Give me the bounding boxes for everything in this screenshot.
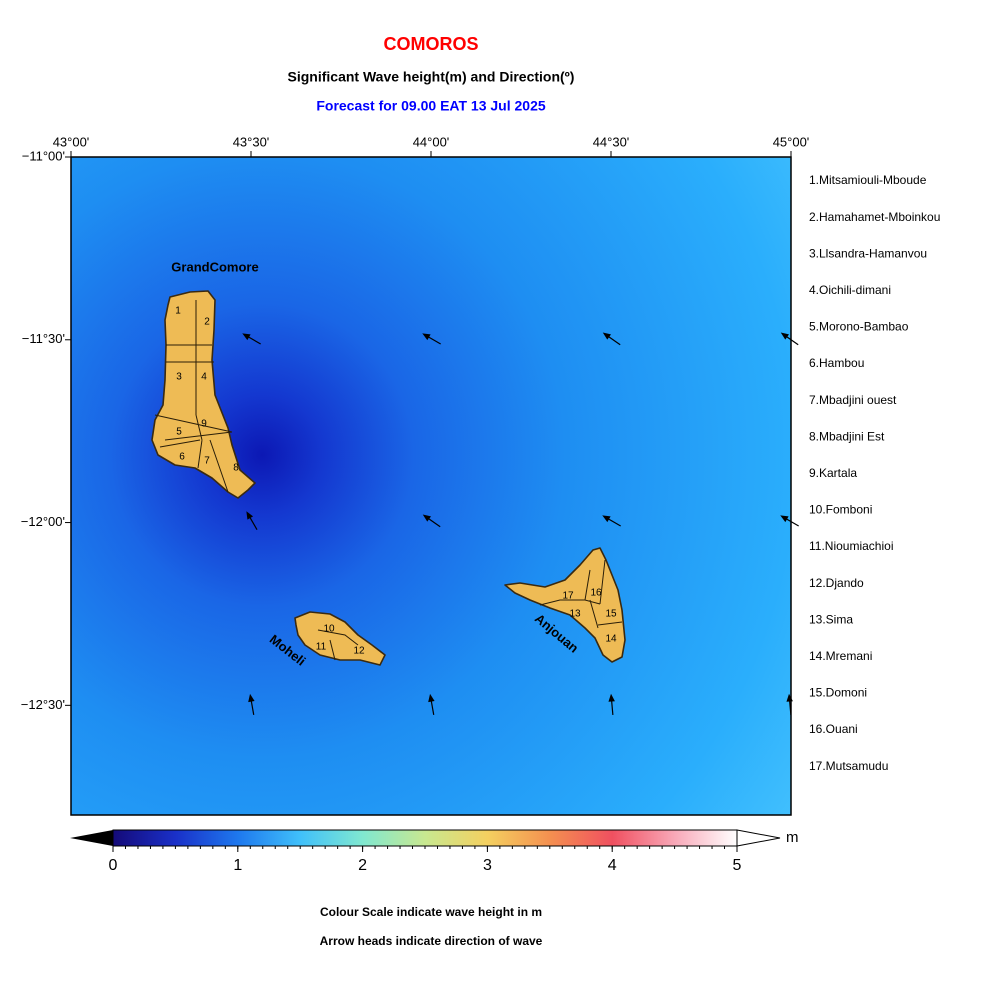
legend-entry: 17.Mutsamudu	[809, 759, 888, 773]
region-number: 4	[201, 372, 207, 383]
wave-arrow	[602, 332, 621, 346]
islands	[151, 290, 626, 666]
island-label: GrandComore	[171, 259, 258, 274]
legend-entry: 1.Mitsamiouli-Mboude	[809, 173, 927, 187]
anjouan-borders	[539, 559, 623, 629]
legend-entry: 7.Mbadjini ouest	[809, 393, 897, 407]
x-tick-label: 44°00'	[413, 134, 450, 149]
arrow-head	[422, 333, 431, 341]
arrow-head	[246, 511, 254, 520]
colorbar-scale	[113, 830, 737, 846]
wave-arrow	[422, 333, 441, 345]
region-number: 3	[176, 372, 182, 383]
legend-entry: 16.Ouani	[809, 722, 858, 736]
legend-entry: 3.Llsandra-Hamanvou	[809, 246, 927, 260]
wave-arrow	[780, 515, 799, 527]
x-tick-label: 44°30'	[593, 134, 630, 149]
legend-entry: 12.Djando	[809, 576, 864, 590]
arrow-head	[608, 693, 615, 702]
region-number: 2	[204, 317, 210, 328]
arrow-head	[786, 693, 793, 702]
y-tick-label: −11°00'	[22, 148, 65, 163]
legend-entry: 13.Sima	[809, 612, 853, 626]
colorbar-tick-label: 1	[233, 857, 242, 874]
arrow-head	[248, 693, 255, 703]
legend-entry: 10.Fomboni	[809, 503, 872, 517]
y-tick-label: −12°00'	[21, 514, 65, 529]
x-tick-label: 43°00'	[53, 134, 90, 149]
wave-arrow	[786, 693, 793, 716]
legend-entry: 15.Domoni	[809, 686, 867, 700]
arrow-head	[602, 515, 611, 523]
region-borders	[154, 300, 623, 661]
grand-comore-borders	[154, 300, 233, 493]
colorbar-tick-label: 0	[109, 857, 118, 874]
region-number: 8	[233, 463, 239, 474]
colorbar-tick-label: 3	[483, 857, 492, 874]
title: COMOROS	[383, 34, 478, 54]
legend-entry: 6.Hambou	[809, 356, 864, 370]
arrow-head	[780, 332, 789, 340]
colorbar-unit: m	[786, 829, 799, 846]
y-tick-label: −11°30'	[22, 331, 65, 346]
colorbar-low-end	[70, 830, 113, 846]
region-number: 6	[179, 452, 185, 463]
wave-arrows	[242, 332, 799, 716]
region-number: 10	[323, 624, 335, 635]
colorbar-high-end	[736, 829, 781, 847]
map	[70, 156, 792, 816]
wave-arrow	[608, 693, 615, 716]
arrow-head	[780, 515, 789, 523]
wave-arrow	[246, 511, 258, 530]
arrow-head	[428, 693, 435, 703]
colorbar: m	[70, 829, 799, 847]
region-number: 15	[605, 609, 617, 620]
legend-entry: 5.Morono-Bambao	[809, 320, 909, 334]
y-tick-label: −12°30'	[21, 697, 65, 712]
region-number: 16	[590, 588, 602, 599]
legend-entry: 9.Kartala	[809, 466, 857, 480]
region-number: 5	[176, 427, 182, 438]
moheli-borders	[317, 629, 359, 661]
colorbar-tick-label: 4	[608, 857, 617, 874]
wave-arrow	[422, 514, 441, 528]
colorbar-tick-label: 5	[733, 857, 742, 874]
wave-arrow	[780, 332, 799, 346]
note: Arrow heads indicate direction of wave	[320, 934, 543, 948]
moheli-shape	[294, 611, 386, 666]
x-tick-label: 43°30'	[233, 134, 270, 149]
region-number: 17	[562, 591, 574, 602]
colorbar-tick-label: 2	[358, 857, 367, 874]
region-number: 12	[353, 646, 365, 657]
sea-surface	[71, 157, 791, 815]
region-number: 11	[316, 642, 327, 653]
region-number: 7	[204, 456, 210, 467]
wave-arrow	[602, 515, 621, 527]
wave-arrow	[428, 693, 435, 715]
grand-comore-shape	[151, 290, 256, 499]
wave-arrow	[242, 333, 261, 345]
arrow-head	[602, 332, 611, 340]
region-number: 13	[569, 609, 581, 620]
note: Colour Scale indicate wave height in m	[320, 905, 542, 919]
arrow-head	[242, 333, 251, 341]
region-number: 14	[605, 634, 617, 645]
wave-arrow	[248, 693, 255, 715]
legend-entry: 4.Oichili-dimani	[809, 283, 891, 297]
forecast-time: Forecast for 09.00 EAT 13 Jul 2025	[316, 98, 546, 114]
legend-entry: 11.Nioumiachioi	[809, 539, 894, 553]
legend-entry: 8.Mbadjini Est	[809, 429, 885, 443]
region-number: 1	[175, 306, 181, 317]
arrow-head	[422, 514, 431, 522]
subtitle: Significant Wave height(m) and Direction…	[288, 69, 575, 85]
anjouan-shape	[504, 547, 626, 663]
x-tick-label: 45°00'	[773, 134, 810, 149]
legend-entry: 2.Hamahamet-Mboinkou	[809, 210, 940, 224]
legend-entry: 14.Mremani	[809, 649, 872, 663]
region-number: 9	[201, 419, 207, 430]
